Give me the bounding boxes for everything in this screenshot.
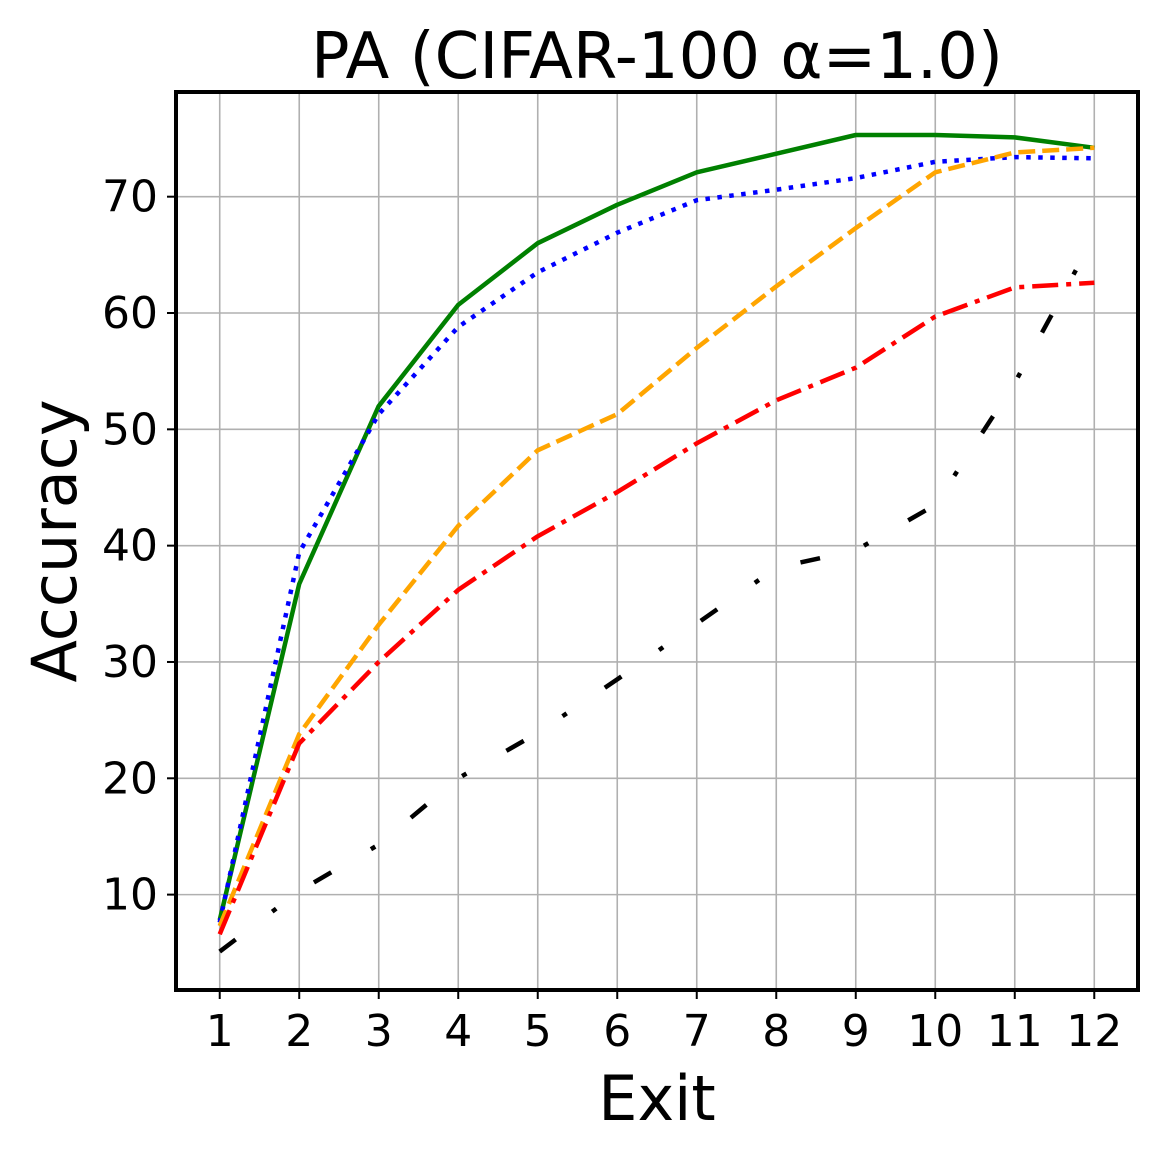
series-line-4 (217, 280, 1095, 936)
x-tick-label: 9 (842, 1006, 870, 1057)
x-axis-label: Exit (598, 1062, 715, 1135)
x-tick-labels: 1 2 3 4 5 6 7 8 9 10 11 12 (206, 990, 1122, 1057)
x-tick-label: 2 (285, 1006, 313, 1057)
grid (176, 92, 1138, 990)
series-line-3 (217, 145, 1095, 927)
x-tick-label: 3 (365, 1006, 393, 1057)
y-tick-label: 40 (102, 521, 158, 572)
y-tick-label: 60 (102, 288, 158, 339)
y-tick-label: 10 (102, 870, 158, 921)
y-axis-label: Accuracy (18, 399, 91, 682)
x-tick-label: 10 (907, 1006, 963, 1057)
series-line-2 (217, 154, 1095, 923)
x-tick-label: 11 (987, 1006, 1043, 1057)
x-tick-label: 1 (206, 1006, 234, 1057)
series-line-1 (217, 132, 1095, 921)
y-tick-label: 20 (102, 753, 158, 804)
plot-frame (174, 90, 1140, 992)
x-tick-label: 5 (524, 1006, 552, 1057)
y-tick-label: 50 (102, 404, 158, 455)
x-tick-label: 7 (683, 1006, 711, 1057)
x-tick-label: 8 (762, 1006, 790, 1057)
x-tick-label: 4 (444, 1006, 472, 1057)
series-layer (217, 132, 1097, 954)
chart-title: PA (CIFAR-100 α=1.0) (311, 20, 1003, 94)
y-tick-label: 30 (102, 637, 158, 688)
x-tick-label: 12 (1066, 1006, 1122, 1057)
y-tick-labels: 10 20 30 40 50 60 70 (102, 172, 176, 921)
x-tick-label: 6 (603, 1006, 631, 1057)
y-tick-label: 70 (102, 172, 158, 223)
series-line-5 (218, 235, 1097, 954)
